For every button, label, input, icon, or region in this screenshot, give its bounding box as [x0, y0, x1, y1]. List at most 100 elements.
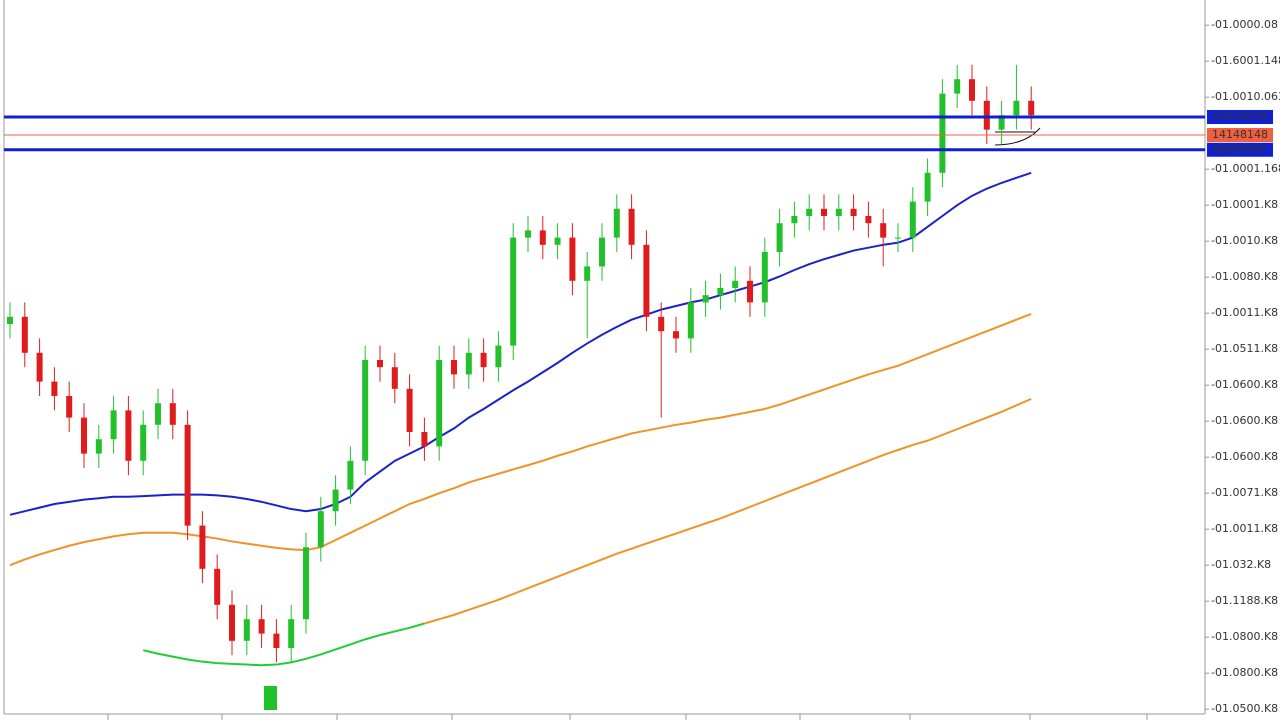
y-tick-label: -01.6001.148: [1211, 54, 1280, 67]
candle-body: [717, 288, 724, 296]
level-label-box: [1207, 110, 1273, 124]
moving-average: [142, 622, 425, 667]
y-tick-label: -01.0001.168: [1211, 162, 1280, 175]
candle-body: [687, 302, 694, 339]
candle-body: [21, 316, 28, 353]
candle-body: [510, 237, 517, 346]
candle-body: [258, 619, 265, 634]
candle-body: [850, 208, 857, 216]
y-tick-label: -01.0000.08: [1211, 18, 1278, 31]
candle-body: [835, 208, 842, 216]
y-tick-label: -01.0001.K8: [1211, 198, 1278, 211]
candle-body: [658, 316, 665, 332]
level-label: NN0R088: [1214, 143, 1266, 156]
y-tick-label: -01.1188.K8: [1211, 594, 1278, 607]
candle-body: [1028, 100, 1035, 116]
y-tick-label: -01.0500.K8: [1211, 702, 1278, 715]
candle-body: [243, 619, 250, 641]
candle-body: [969, 79, 975, 101]
moving-average: [424, 397, 1032, 625]
y-tick-label: -01.0011.K8: [1211, 522, 1278, 535]
candle-body: [303, 547, 309, 620]
candle-body: [747, 280, 753, 303]
candle-body: [347, 460, 354, 490]
candle-body: [525, 230, 531, 238]
candle-body: [391, 367, 398, 389]
candle-body: [599, 237, 605, 267]
candle-body: [81, 417, 87, 454]
candle-body: [95, 439, 102, 454]
candle-body: [791, 216, 798, 224]
candle-body: [895, 237, 901, 239]
candle-body: [954, 79, 961, 94]
candle-body: [288, 619, 295, 648]
y-tick-label: -01.0600.K8: [1211, 450, 1278, 463]
candle-body: [584, 266, 591, 281]
y-tick-label: -01.0800.K8: [1211, 666, 1278, 679]
candle-body: [362, 360, 369, 461]
candle-body: [465, 352, 472, 375]
level-label: 14148148: [1212, 128, 1268, 141]
candle-body: [495, 345, 502, 368]
candle-body: [421, 432, 428, 447]
candle-body: [806, 208, 813, 216]
level-label-box: [1207, 142, 1273, 157]
candle-body: [628, 208, 635, 245]
candle-body: [539, 230, 546, 245]
candle-body: [436, 360, 443, 447]
candle-body: [732, 280, 739, 288]
y-tick-label: -01.0011.K8: [1211, 306, 1278, 319]
candle-body: [865, 216, 872, 224]
y-tick-label: -01.0511.K8: [1211, 342, 1278, 355]
candle-body: [880, 223, 887, 238]
candle-body: [776, 223, 783, 252]
candle-body: [909, 201, 916, 238]
candle-body: [377, 360, 383, 368]
y-tick-label: -01.0010.063: [1211, 90, 1280, 103]
candle-body: [155, 403, 161, 425]
candle-body: [273, 633, 280, 648]
moving-average: [9, 171, 1032, 516]
candle-body: [554, 237, 561, 245]
candle-body: [169, 403, 176, 425]
candle-body: [821, 208, 827, 216]
candle-body: [643, 244, 650, 317]
candle-body: [924, 172, 931, 202]
candle-body: [1013, 100, 1020, 116]
candle-body: [214, 568, 221, 605]
candle-body: [761, 252, 768, 303]
candle-body: [199, 525, 206, 569]
candle-body: [702, 295, 709, 303]
signal-marker: [264, 686, 277, 710]
candle-body: [983, 100, 990, 130]
y-tick-label: -01.0010.K8: [1211, 234, 1278, 247]
y-tick-label: -01.0600.K8: [1211, 378, 1278, 391]
candle-body: [332, 489, 339, 512]
candle-body: [36, 352, 43, 382]
level-label-box: [1207, 128, 1273, 142]
y-tick-label: -01.0600.K8: [1211, 414, 1278, 427]
candle-body: [51, 381, 58, 396]
y-tick-label: -01.0080.K8: [1211, 270, 1278, 283]
candle-body: [110, 410, 117, 440]
y-tick-label: -01.0071.K8: [1211, 486, 1278, 499]
candle-body: [451, 360, 457, 375]
candle-body: [140, 424, 147, 461]
candle-body: [229, 604, 235, 641]
candle-body: [939, 93, 946, 173]
candle-body: [184, 424, 191, 526]
y-tick-label: -01.032.K8: [1211, 558, 1271, 571]
level-label: H4R4RON: [1213, 110, 1267, 123]
candle-body: [66, 396, 73, 418]
candle-body: [998, 115, 1005, 130]
candle-body: [125, 410, 132, 461]
candle-body: [7, 316, 13, 324]
candle-body: [613, 208, 620, 238]
moving-average: [9, 312, 1032, 567]
time-ticks: [107, 714, 1148, 720]
candle-body: [480, 352, 487, 368]
candle-body: [406, 388, 413, 432]
y-tick-label: -01.0800.K8: [1211, 630, 1278, 643]
